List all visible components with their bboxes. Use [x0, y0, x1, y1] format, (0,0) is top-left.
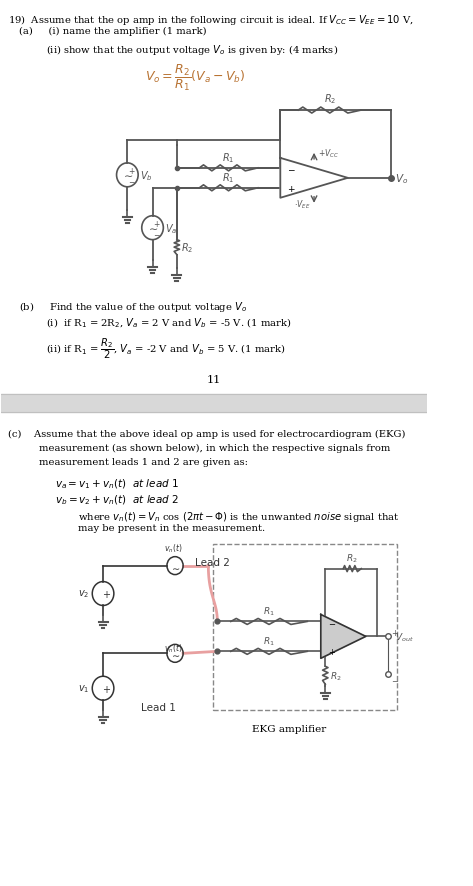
Text: $\sim$: $\sim$	[169, 649, 181, 658]
Text: where $v_n(t) = V_n$ cos $(2\pi t - \Phi)$ is the unwanted $\mathit{noise}$ sign: where $v_n(t) = V_n$ cos $(2\pi t - \Phi…	[78, 509, 400, 524]
Polygon shape	[321, 615, 366, 658]
Text: measurement (as shown below), in which the respective signals from: measurement (as shown below), in which t…	[39, 444, 391, 453]
Bar	[1, 394, 427, 413]
Text: $v_2$: $v_2$	[78, 588, 89, 600]
Text: $\sim$: $\sim$	[146, 223, 159, 233]
Text: (ii) if R$_1$ = $\dfrac{R_2}{2}$, $V_a$ = -2 V and $V_b$ = 5 V. (1 mark): (ii) if R$_1$ = $\dfrac{R_2}{2}$, $V_a$ …	[46, 336, 286, 361]
Text: (b)     Find the value of the output voltage $V_o$: (b) Find the value of the output voltage…	[19, 300, 248, 315]
Text: may be present in the measurement.: may be present in the measurement.	[78, 523, 265, 532]
Text: $+$: $+$	[102, 683, 111, 694]
Text: EKG amplifier: EKG amplifier	[252, 724, 326, 734]
Text: $R_1$: $R_1$	[263, 635, 275, 648]
Text: $R_1$: $R_1$	[263, 605, 275, 618]
Text: $V_{out}$: $V_{out}$	[395, 631, 414, 643]
Text: $R_2$: $R_2$	[330, 669, 342, 681]
Text: $V_b$: $V_b$	[140, 168, 153, 183]
Text: $+$: $+$	[391, 627, 399, 638]
Text: $+$: $+$	[153, 219, 161, 229]
Text: $+V_{CC}$: $+V_{CC}$	[318, 147, 339, 160]
Text: $R_2$: $R_2$	[324, 92, 336, 106]
Text: (a)     (i) name the amplifier (1 mark): (a) (i) name the amplifier (1 mark)	[19, 27, 207, 36]
Text: $R_2$: $R_2$	[346, 551, 358, 564]
Text: $\sim$: $\sim$	[169, 561, 181, 571]
Text: $R_1$: $R_1$	[222, 151, 235, 165]
Text: $v_b = v_2 + v_n(t)$  at lead $2$: $v_b = v_2 + v_n(t)$ at lead $2$	[55, 494, 180, 507]
Text: (c)    Assume that the above ideal op amp is used for electrocardiogram (EKG): (c) Assume that the above ideal op amp i…	[8, 430, 405, 439]
Text: $V_o = \dfrac{R_2}{R_1}(V_a - V_b)$: $V_o = \dfrac{R_2}{R_1}(V_a - V_b)$	[145, 63, 246, 93]
Text: $-$: $-$	[391, 674, 399, 683]
Bar	[213, 544, 397, 711]
Text: $+$: $+$	[328, 647, 336, 657]
Text: $V_a$: $V_a$	[165, 222, 177, 236]
Text: $\cdot V_{EE}$: $\cdot V_{EE}$	[294, 198, 310, 211]
Text: $v_1$: $v_1$	[78, 682, 89, 695]
Text: Lead 1: Lead 1	[141, 703, 176, 712]
Text: $v_n(t)$: $v_n(t)$	[164, 641, 183, 654]
Text: $+$: $+$	[102, 588, 111, 599]
Text: $R_1$: $R_1$	[222, 171, 235, 184]
Text: $v_a = v_1 + v_n(t)$  at lead $1$: $v_a = v_1 + v_n(t)$ at lead $1$	[55, 478, 179, 491]
Text: 19)  Assume that the op amp in the following circuit is ideal. If $V_{CC} = V_{E: 19) Assume that the op amp in the follow…	[8, 13, 413, 27]
Text: (ii) show that the output voltage $V_o$ is given by: (4 marks): (ii) show that the output voltage $V_o$ …	[46, 43, 339, 58]
Text: $+$: $+$	[287, 183, 296, 193]
Polygon shape	[280, 159, 348, 198]
Text: $-$: $-$	[128, 176, 136, 185]
Text: $-$: $-$	[327, 618, 336, 626]
Text: $\sim$: $\sim$	[121, 171, 133, 181]
Text: $-$: $-$	[287, 164, 296, 173]
Text: (i)  if R$_1$ = 2R$_2$, $V_a$ = 2 V and $V_b$ = -5 V. (1 mark): (i) if R$_1$ = 2R$_2$, $V_a$ = 2 V and $…	[46, 316, 292, 330]
Text: $V_o$: $V_o$	[395, 172, 409, 185]
Text: Lead 2: Lead 2	[195, 557, 230, 567]
Text: 11: 11	[207, 375, 221, 385]
Text: $+$: $+$	[128, 166, 136, 175]
Text: $R_2$: $R_2$	[181, 241, 193, 255]
Text: measurement leads 1 and 2 are given as:: measurement leads 1 and 2 are given as:	[39, 457, 248, 466]
Text: $-$: $-$	[153, 229, 161, 237]
Text: $v_n(t)$: $v_n(t)$	[164, 541, 183, 554]
